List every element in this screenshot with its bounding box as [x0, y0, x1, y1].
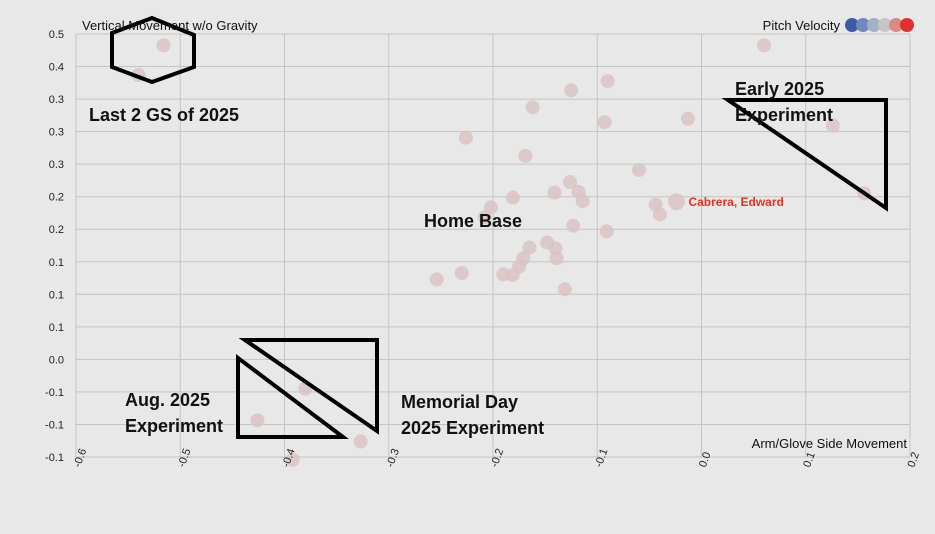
data-point[interactable] [156, 38, 171, 53]
hexagon-shape [110, 15, 196, 85]
legend-color-dot [856, 18, 870, 32]
x-tick-label: 0.1 [801, 451, 818, 469]
annotation-aug-2025-line2: Experiment [125, 416, 223, 436]
legend-color-scale [845, 18, 914, 32]
triangle-aug-2025 [236, 353, 349, 439]
y-tick-label: 0.4 [49, 62, 64, 74]
data-point[interactable] [518, 148, 533, 163]
y-axis-ticks: 0.5 0.4 0.3 0.3 0.3 0.2 0.2 0.1 0.1 0.1 0.0 -0.1 -0.… [45, 29, 64, 464]
data-points: Cabrera, Edward [131, 38, 872, 467]
data-point[interactable] [557, 282, 572, 297]
y-tick-label: 0.3 [49, 94, 64, 106]
y-tick-label: 0.0 [49, 354, 64, 366]
data-point[interactable] [250, 413, 265, 428]
y-tick-label: -0.1 [45, 387, 64, 399]
data-point[interactable] [599, 224, 614, 239]
data-point[interactable] [454, 265, 469, 280]
data-point[interactable] [525, 100, 540, 115]
y-axis-title: Vertical Movement w/o Gravity [82, 18, 258, 33]
legend-color-dot [900, 18, 914, 32]
legend-color-dot [889, 18, 903, 32]
annotation-early-2025-line1: Early 2025 [735, 79, 824, 99]
y-tick-label: 0.1 [49, 289, 64, 301]
data-point[interactable] [680, 111, 695, 126]
y-tick-label: -0.1 [45, 419, 64, 431]
y-tick-label: 0.2 [49, 224, 64, 236]
data-point[interactable] [825, 118, 840, 133]
data-point[interactable] [631, 163, 646, 178]
data-point[interactable] [575, 194, 590, 209]
data-point[interactable] [652, 207, 667, 222]
data-point[interactable] [667, 193, 685, 211]
data-point[interactable] [505, 190, 520, 205]
data-point[interactable] [285, 452, 300, 467]
y-tick-label: 0.3 [49, 159, 64, 171]
annotation-shapes [110, 15, 888, 439]
data-point[interactable] [600, 74, 615, 89]
data-point[interactable] [429, 272, 444, 287]
legend-color-dot [878, 18, 892, 32]
triangle-early-2025 [721, 98, 888, 212]
y-tick-label: 0.1 [49, 322, 64, 334]
x-tick-label: 0.2 [906, 451, 923, 469]
annotation-early-2025-line2: Experiment [735, 105, 833, 125]
data-point[interactable] [564, 83, 579, 98]
y-tick-label: 0.5 [49, 29, 64, 41]
y-tick-label: 0.2 [49, 192, 64, 204]
grid [75, 33, 911, 458]
y-tick-label: 0.3 [49, 127, 64, 139]
y-tick-label: 0.1 [49, 257, 64, 269]
data-point[interactable] [757, 38, 772, 53]
annotations: Last 2 GS of 2025 Early 2025 Experiment … [89, 79, 833, 438]
annotation-home-base: Home Base [424, 211, 522, 231]
triangle-memorial-day [238, 338, 379, 435]
annotation-last-2-gs: Last 2 GS of 2025 [89, 105, 239, 125]
data-point[interactable] [566, 218, 581, 233]
annotation-memorial-day-line2: 2025 Experiment [401, 418, 544, 438]
legend-title: Pitch Velocity [763, 18, 841, 33]
data-point[interactable] [597, 115, 612, 130]
data-point[interactable] [522, 240, 537, 255]
annotation-aug-2025-line1: Aug. 2025 [125, 390, 210, 410]
data-point[interactable] [563, 175, 578, 190]
x-tick-label: 0.0 [697, 451, 714, 469]
annotation-memorial-day-line1: Memorial Day [401, 392, 518, 412]
legend: Pitch Velocity [763, 18, 914, 33]
point-label: Cabrera, Edward [688, 195, 783, 209]
x-axis-title: Arm/Glove Side Movement [752, 436, 908, 451]
data-point[interactable] [477, 210, 492, 225]
data-point[interactable] [353, 434, 368, 449]
y-tick-label: -0.1 [45, 452, 64, 464]
legend-color-dot [845, 18, 859, 32]
data-point[interactable] [458, 130, 473, 145]
legend-color-dot [867, 18, 881, 32]
data-point[interactable] [547, 185, 562, 200]
data-point[interactable] [549, 251, 564, 266]
data-point[interactable] [505, 268, 520, 283]
